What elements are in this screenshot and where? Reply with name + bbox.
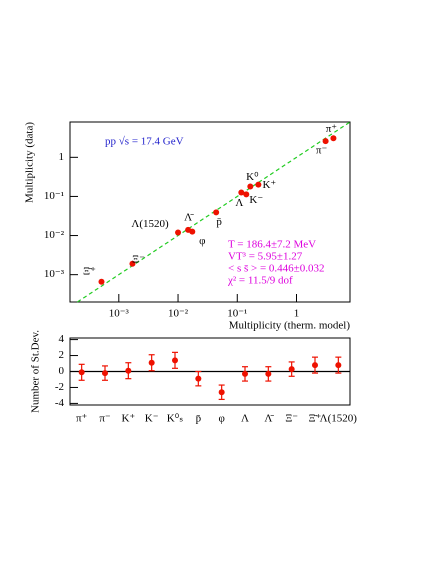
y-tick-label: -2 bbox=[55, 381, 64, 393]
point-label: π⁺ bbox=[326, 123, 338, 135]
data-point bbox=[255, 181, 262, 188]
x-tick-label: K⁺ bbox=[121, 413, 135, 425]
data-point bbox=[172, 357, 178, 364]
plot-frame bbox=[69, 121, 351, 303]
x-tick-label: Λ(1520) bbox=[320, 413, 358, 425]
x-tick-label: Λ bbox=[241, 413, 249, 425]
data-point bbox=[175, 229, 182, 236]
y-tick-label: -4 bbox=[55, 397, 65, 409]
x-axis-label: Multiplicity (therm. model) bbox=[229, 320, 351, 332]
x-tick-label: π⁺ bbox=[76, 413, 88, 425]
x-tick-label: 10⁻³ bbox=[109, 308, 130, 320]
data-point bbox=[189, 228, 196, 235]
y-tick-label: 1 bbox=[59, 151, 65, 163]
data-point bbox=[243, 191, 250, 198]
point-label: K⁰ bbox=[246, 171, 259, 183]
annotation: < s s̄ > = 0.446±0.032 bbox=[228, 263, 324, 275]
y-tick-label: 0 bbox=[59, 365, 65, 377]
x-tick-label: Ξ⁻ bbox=[285, 413, 298, 425]
x-tick-label: 10⁻² bbox=[168, 308, 189, 320]
data-point bbox=[322, 138, 329, 145]
data-point bbox=[218, 389, 225, 396]
data-point bbox=[335, 362, 342, 369]
annotation: VT³ = 5.95±1.27 bbox=[228, 251, 303, 263]
y-tick-label: 10⁻³ bbox=[44, 268, 65, 280]
x-tick-label: Λ̄ bbox=[264, 413, 274, 425]
x-tick-label: K⁻ bbox=[145, 413, 159, 425]
data-point bbox=[265, 370, 272, 377]
data-point bbox=[238, 189, 245, 196]
y-tick-label: 2 bbox=[59, 349, 65, 361]
data-point bbox=[98, 278, 105, 285]
annotation: T = 186.4±7.2 MeV bbox=[228, 239, 316, 251]
data-point bbox=[330, 135, 337, 142]
data-point bbox=[125, 367, 132, 374]
y-axis-label: Number of St.Dev. bbox=[30, 330, 42, 413]
point-label: p̄ bbox=[216, 216, 222, 228]
y-axis-label: Multiplicity (data) bbox=[24, 122, 36, 203]
point-label: Λ̄ bbox=[184, 211, 194, 223]
x-tick-label: 10⁻¹ bbox=[227, 308, 247, 320]
point-label: π⁻ bbox=[316, 145, 328, 157]
data-point bbox=[312, 362, 318, 369]
y-tick-label: 4 bbox=[59, 333, 65, 345]
point-label: K⁺ bbox=[262, 179, 276, 191]
data-point bbox=[288, 366, 295, 373]
x-tick-label: K⁰ₛ bbox=[167, 413, 183, 425]
x-tick-label: φ bbox=[218, 413, 224, 425]
point-label: Ξ⁻ bbox=[132, 253, 145, 265]
data-point bbox=[102, 370, 108, 377]
x-tick-label: Ξ̄⁺ bbox=[309, 413, 322, 425]
chart-title: pp √s = 17.4 GeV bbox=[105, 136, 184, 148]
point-label: Λ bbox=[235, 197, 243, 209]
point-label: φ bbox=[199, 235, 205, 247]
data-point bbox=[213, 209, 220, 216]
point-label: Λ(1520) bbox=[131, 218, 169, 230]
data-point bbox=[242, 370, 248, 377]
data-point bbox=[78, 369, 85, 376]
data-point bbox=[247, 183, 254, 190]
y-tick-label: 10⁻² bbox=[44, 229, 65, 241]
data-point bbox=[195, 375, 202, 382]
x-tick-label: π⁻ bbox=[99, 413, 111, 425]
x-tick-label: p̄ bbox=[196, 413, 202, 425]
x-tick-label: 1 bbox=[294, 308, 300, 320]
y-tick-label: 10⁻¹ bbox=[44, 190, 64, 202]
data-point bbox=[148, 359, 155, 366]
annotation: χ² = 11.5/9 dof bbox=[227, 275, 293, 287]
data-point bbox=[129, 260, 136, 267]
point-label: K⁻ bbox=[249, 194, 263, 206]
point-label: Ξ̄⁺ bbox=[83, 265, 96, 277]
